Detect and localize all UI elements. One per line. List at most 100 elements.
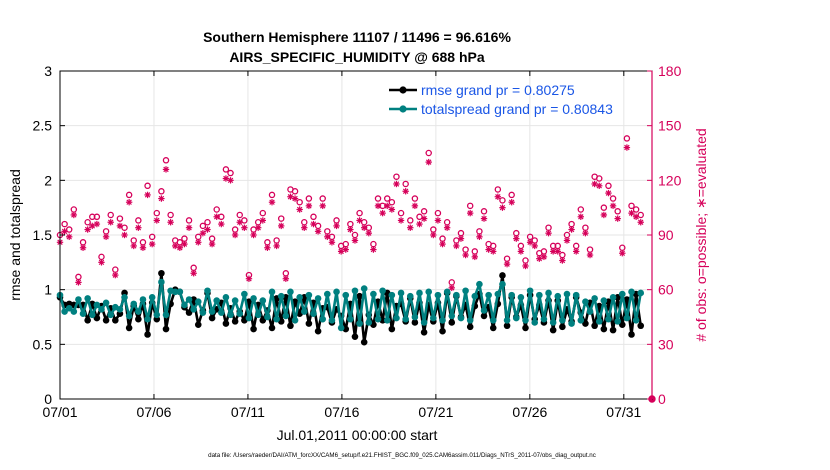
totalspread-point xyxy=(264,313,271,321)
totalspread-point xyxy=(494,290,502,298)
obs-evaluated-stroke xyxy=(126,199,132,205)
totalspread-point xyxy=(512,314,520,322)
obs-evaluated-point xyxy=(93,220,101,228)
obs-evaluated-point xyxy=(121,231,128,239)
obs-evaluated-stroke xyxy=(107,219,114,225)
y-left-tick-label: 1.5 xyxy=(33,227,53,243)
obs-evaluated-point xyxy=(116,222,124,230)
y-right-tick-label: 180 xyxy=(658,63,682,79)
totalspread-point xyxy=(181,301,188,309)
obs-evaluated-point xyxy=(582,229,589,237)
obs-evaluated-point xyxy=(84,226,91,233)
y-left-tick-label: 1 xyxy=(44,282,52,298)
obs-possible-point xyxy=(291,188,299,195)
totalspread-point xyxy=(379,287,386,295)
right-axis: 0 30 60 90 120 150 180 xyxy=(647,63,682,407)
rmse-point xyxy=(549,326,557,334)
y-right-tick-label: 30 xyxy=(658,336,674,352)
obs-possible-point xyxy=(609,195,617,202)
obs-evaluated-point xyxy=(162,166,170,173)
obs-evaluated-point xyxy=(259,217,266,224)
obs-evaluated-point xyxy=(480,215,488,222)
obs-evaluated-stroke xyxy=(421,215,427,222)
obs-possible-point xyxy=(407,217,414,224)
obs-evaluated-stroke xyxy=(578,214,584,220)
obs-evaluated-stroke xyxy=(614,215,621,222)
obs-possible-point xyxy=(162,157,170,164)
obs-possible-point xyxy=(600,204,608,211)
obs-evaluated-point xyxy=(632,213,640,220)
y-left-tick-label: 0.5 xyxy=(33,336,53,352)
rmse-point xyxy=(102,316,110,324)
y-right-tick-label: 90 xyxy=(658,227,674,243)
obs-evaluated-stroke xyxy=(619,250,626,256)
obs-evaluated-stroke xyxy=(135,224,142,231)
obs-evaluated-stroke xyxy=(402,188,409,194)
obs-evaluated-point xyxy=(471,253,479,261)
totalspread-point xyxy=(411,313,419,321)
obs-evaluated-stroke xyxy=(490,248,496,255)
totalspread-point xyxy=(572,291,580,299)
obs-possible-point xyxy=(397,209,405,217)
obs-evaluated-point xyxy=(112,271,119,279)
obs-evaluated-stroke xyxy=(518,248,524,255)
obs-evaluated-stroke xyxy=(319,203,326,209)
rmse-point xyxy=(305,320,313,327)
totalspread-point xyxy=(430,314,437,322)
totalspread-point xyxy=(324,290,331,298)
totalspread-point xyxy=(476,280,483,288)
obs-evaluated-point xyxy=(75,279,82,286)
obs-evaluated-stroke xyxy=(587,252,593,258)
totalspread-point xyxy=(485,291,492,299)
rmse-point xyxy=(84,316,91,324)
totalspread-point xyxy=(383,316,391,324)
obs-evaluated-stroke xyxy=(624,144,630,151)
obs-evaluated-point xyxy=(66,233,73,241)
obs-evaluated-point xyxy=(402,188,409,195)
obs-evaluated-stroke xyxy=(458,235,464,242)
obs-evaluated-point xyxy=(605,189,612,197)
obs-evaluated-point xyxy=(619,250,626,257)
rmse-point xyxy=(609,326,617,334)
totalspread-point xyxy=(300,308,308,315)
totalspread-point xyxy=(628,288,635,296)
totalspread-point xyxy=(208,308,216,315)
obs-evaluated-point xyxy=(563,237,571,244)
rmse-point xyxy=(480,312,488,320)
totalspread-point xyxy=(365,319,373,326)
obs-evaluated-stroke xyxy=(163,166,169,173)
totalspread-point xyxy=(241,290,248,298)
y-right-tick-label: 0 xyxy=(658,391,666,407)
obs-evaluated-stroke xyxy=(140,245,146,251)
chart-title-line2: AIRS_SPECIFIC_HUMIDITY @ 688 hPa xyxy=(229,49,485,65)
obs-evaluated-stroke xyxy=(200,230,206,236)
obs-evaluated-point xyxy=(102,233,110,241)
rmse-point xyxy=(499,272,506,279)
obs-possible-point xyxy=(153,209,161,217)
obs-evaluated-stroke xyxy=(287,194,294,200)
obs-evaluated-stroke xyxy=(559,257,566,264)
rmse-point xyxy=(356,292,363,300)
obs-possible-point xyxy=(388,198,396,206)
obs-evaluated-point xyxy=(430,231,437,239)
obs-evaluated-point xyxy=(167,219,174,226)
obs-evaluated-point xyxy=(356,217,363,224)
obs-evaluated-point xyxy=(596,182,603,189)
obs-possible-point xyxy=(425,149,432,157)
obs-evaluated-stroke xyxy=(61,228,68,235)
obs-evaluated-point xyxy=(107,219,114,226)
obs-evaluated-point xyxy=(360,224,368,231)
obs-evaluated-stroke xyxy=(352,237,358,244)
obs-evaluated-point xyxy=(130,242,137,250)
obs-evaluated-stroke xyxy=(435,217,441,224)
obs-evaluated-point xyxy=(342,246,349,253)
obs-evaluated-stroke xyxy=(218,221,225,227)
obs-evaluated-point xyxy=(637,219,644,226)
totalspread-point xyxy=(296,294,303,301)
totalspread-point xyxy=(637,289,645,297)
rmse-point xyxy=(231,318,239,325)
totalspread-point xyxy=(388,291,396,299)
obs-evaluated-stroke xyxy=(591,181,598,187)
totalspread-point xyxy=(305,291,313,299)
totalspread-point xyxy=(453,291,460,299)
